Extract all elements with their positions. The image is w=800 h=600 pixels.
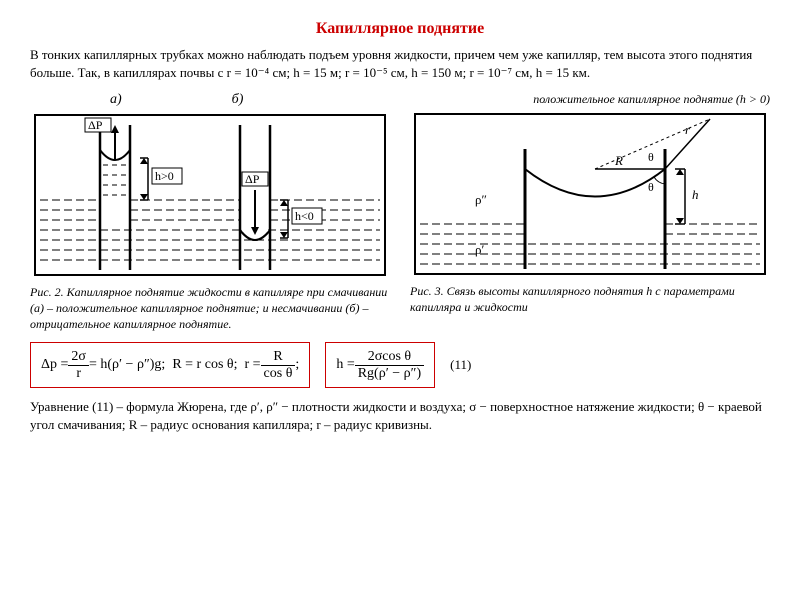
fig3-rho2: ρ″ xyxy=(475,192,487,207)
intro-text: В тонких капиллярных трубках можно наблю… xyxy=(30,46,770,82)
figure-2-column: а) б) xyxy=(30,92,390,332)
formulas-row: Δp = 2σ r = h(ρ′ − ρ″)g; R = r cos θ; r … xyxy=(30,342,770,388)
fig2-labels: а) б) xyxy=(30,92,390,108)
fig3-subtitle: положительное капиллярное поднятие (h > … xyxy=(410,92,770,107)
f1b: R = r cos θ; xyxy=(172,357,237,373)
eq-number: (11) xyxy=(450,357,471,373)
figure-3-column: положительное капиллярное поднятие (h > … xyxy=(410,92,770,315)
fig3-rho1: ρ′ xyxy=(475,242,484,257)
f1c-end: ; xyxy=(295,357,299,373)
caption-3: Рис. 3. Связь высоты капиллярного поднят… xyxy=(410,284,770,315)
f2-frac: 2σcos θ Rg(ρ′ − ρ″) xyxy=(355,349,424,381)
formula-1: Δp = 2σ r = h(ρ′ − ρ″)g; R = r cos θ; r … xyxy=(30,342,310,388)
footnote: Уравнение (11) – формула Жюрена, где ρ′,… xyxy=(30,398,770,434)
fig2-dp-a: ΔP xyxy=(88,118,103,132)
fig3-theta1: θ xyxy=(648,150,654,164)
f1a-frac: 2σ r xyxy=(68,349,89,381)
figures-row: а) б) xyxy=(30,92,770,332)
fig2-hpos: h>0 xyxy=(155,169,174,183)
formula-2: h = 2σcos θ Rg(ρ′ − ρ″) xyxy=(325,342,435,388)
fig3-h: h xyxy=(692,187,699,202)
figure-3-svg: r R θ θ h ρ″ ρ′ xyxy=(410,109,770,279)
figure-2-svg: ΔP h>0 ΔP xyxy=(30,110,390,280)
caption-2: Рис. 2. Капиллярное поднятие жидкости в … xyxy=(30,285,390,332)
f1c-frac: R cos θ xyxy=(261,349,296,381)
f1c-lhs: r = xyxy=(244,357,260,373)
page-title: Капиллярное поднятие xyxy=(30,20,770,38)
label-b: б) xyxy=(232,92,244,108)
fig2-hneg: h<0 xyxy=(295,209,314,223)
fig3-theta2: θ xyxy=(648,180,654,194)
fig3-R: R xyxy=(614,153,623,168)
fig3-r: r xyxy=(685,122,691,137)
f1a-lhs: Δp = xyxy=(41,357,68,373)
f2-lhs: h = xyxy=(336,357,354,373)
label-a: а) xyxy=(110,92,122,108)
f1a-rhs: = h(ρ′ − ρ″)g; xyxy=(89,357,165,373)
fig2-dp-b: ΔP xyxy=(245,172,260,186)
